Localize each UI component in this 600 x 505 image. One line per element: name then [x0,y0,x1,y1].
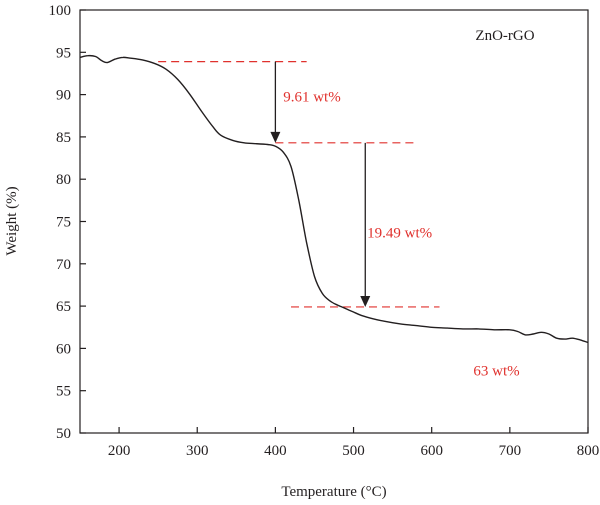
legend-entry-zno-rgo: ZnO-rGO [475,28,534,44]
y-tick-label: 100 [49,3,72,19]
annotation-label-residue: 63 wt% [473,363,519,379]
y-tick-label: 80 [56,172,71,188]
series-line-zno-rgo [79,54,589,344]
y-tick-label: 50 [56,426,71,442]
annotation-arrows [270,61,371,307]
y-tick-label: 95 [56,45,71,61]
x-tick-label: 200 [108,443,131,459]
arrow-head [270,131,281,143]
y-tick-label: 75 [56,215,71,231]
y-tick-label: 65 [56,299,71,315]
y-tick-label: 85 [56,130,71,146]
y-tick-label: 55 [56,384,71,400]
annotation-label-loss-2: 19.49 wt% [367,225,432,241]
x-tick-label: 400 [264,443,287,459]
plot-frame [79,9,589,434]
y-tick-label: 70 [56,257,71,273]
x-tick-label: 800 [577,443,600,459]
x-tick-label: 300 [186,443,209,459]
x-tick-label: 600 [420,443,443,459]
reference-lines [158,61,440,308]
x-tick-label: 700 [499,443,522,459]
arrow-head [360,295,371,307]
axis-ticks: 200 300 400 500 600 700 800 50 55 60 65 70 75 80 85 90 9… [49,3,600,459]
y-axis-title: Weight (%) [4,186,20,255]
y-tick-label: 90 [56,88,71,104]
y-tick-label: 60 [56,341,71,357]
annotation-label-loss-1: 9.61 wt% [283,89,341,105]
x-tick-label: 500 [342,443,365,459]
x-axis-title: Temperature (°C) [281,484,386,500]
